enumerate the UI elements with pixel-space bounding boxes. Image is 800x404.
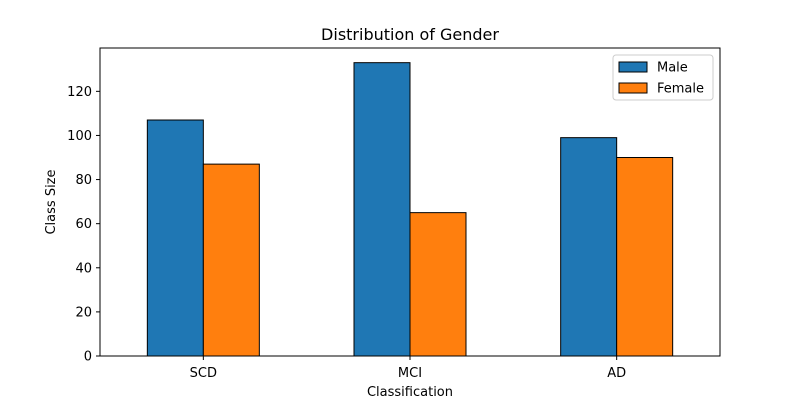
y-tick-label: 100 [67,129,92,144]
plot-frame [99,47,721,357]
bar-female-mci [409,212,467,357]
chart-title: Distribution of Gender [321,25,499,44]
bar-female-ad [616,157,674,357]
x-tick-label: SCD [190,366,217,381]
plot-area: SCD MCI AD 0 20 40 60 80 100 120 [67,47,721,381]
y-tick-label: 120 [67,85,92,100]
bar-male-scd [146,119,204,357]
legend-label-female: Female [657,82,704,97]
legend: Male Female [612,54,714,101]
bar-male-mci [353,62,411,357]
y-tick-label: 0 [84,350,92,365]
y-tick-label: 60 [75,217,92,232]
bar-male-ad [560,137,618,357]
y-axis-label: Class Size [44,169,59,234]
legend-swatch-female [618,82,648,94]
legend-swatch-male [618,61,648,73]
y-tick-label: 80 [75,173,92,188]
bar-female-scd [202,163,260,357]
x-axis-label: Classification [367,385,453,400]
legend-label-male: Male [657,61,688,76]
x-tick-label: MCI [398,366,422,381]
x-tick-label: AD [607,366,626,381]
y-tick-label: 40 [75,261,92,276]
y-tick-label: 20 [75,305,92,320]
